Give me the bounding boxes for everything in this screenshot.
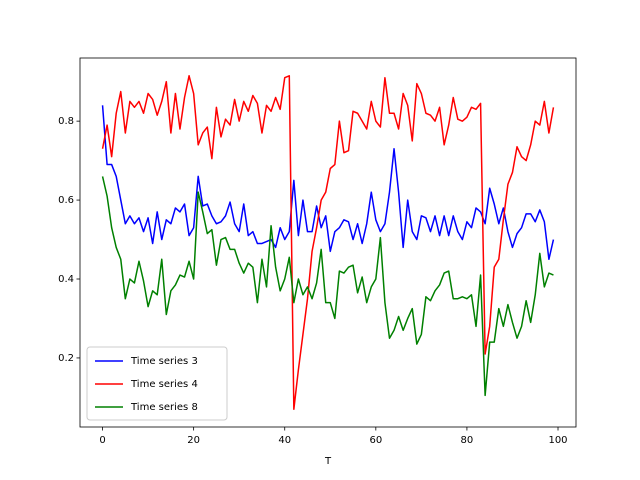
x-tick-label: 20 xyxy=(187,435,200,446)
y-tick-label: 0.8 xyxy=(58,116,74,127)
x-axis-label: T xyxy=(324,456,332,467)
series-line xyxy=(101,75,555,410)
y-tick-label: 0.2 xyxy=(58,353,74,364)
series-line xyxy=(101,105,555,261)
y-tick-label: 0.6 xyxy=(58,195,74,206)
series-line xyxy=(101,176,554,397)
legend-label: Time series 3 xyxy=(130,356,198,367)
x-tick-label: 0 xyxy=(99,435,105,446)
legend-box xyxy=(86,346,228,421)
x-tick-label: 100 xyxy=(548,435,567,446)
x-tick-label: 40 xyxy=(278,435,291,446)
axes-frame xyxy=(79,57,577,428)
legend-label: Time series 4 xyxy=(130,379,198,390)
x-tick-label: 80 xyxy=(461,435,474,446)
x-tick-label: 60 xyxy=(369,435,382,446)
legend-label: Time series 8 xyxy=(130,402,198,413)
y-tick-label: 0.4 xyxy=(58,274,74,285)
